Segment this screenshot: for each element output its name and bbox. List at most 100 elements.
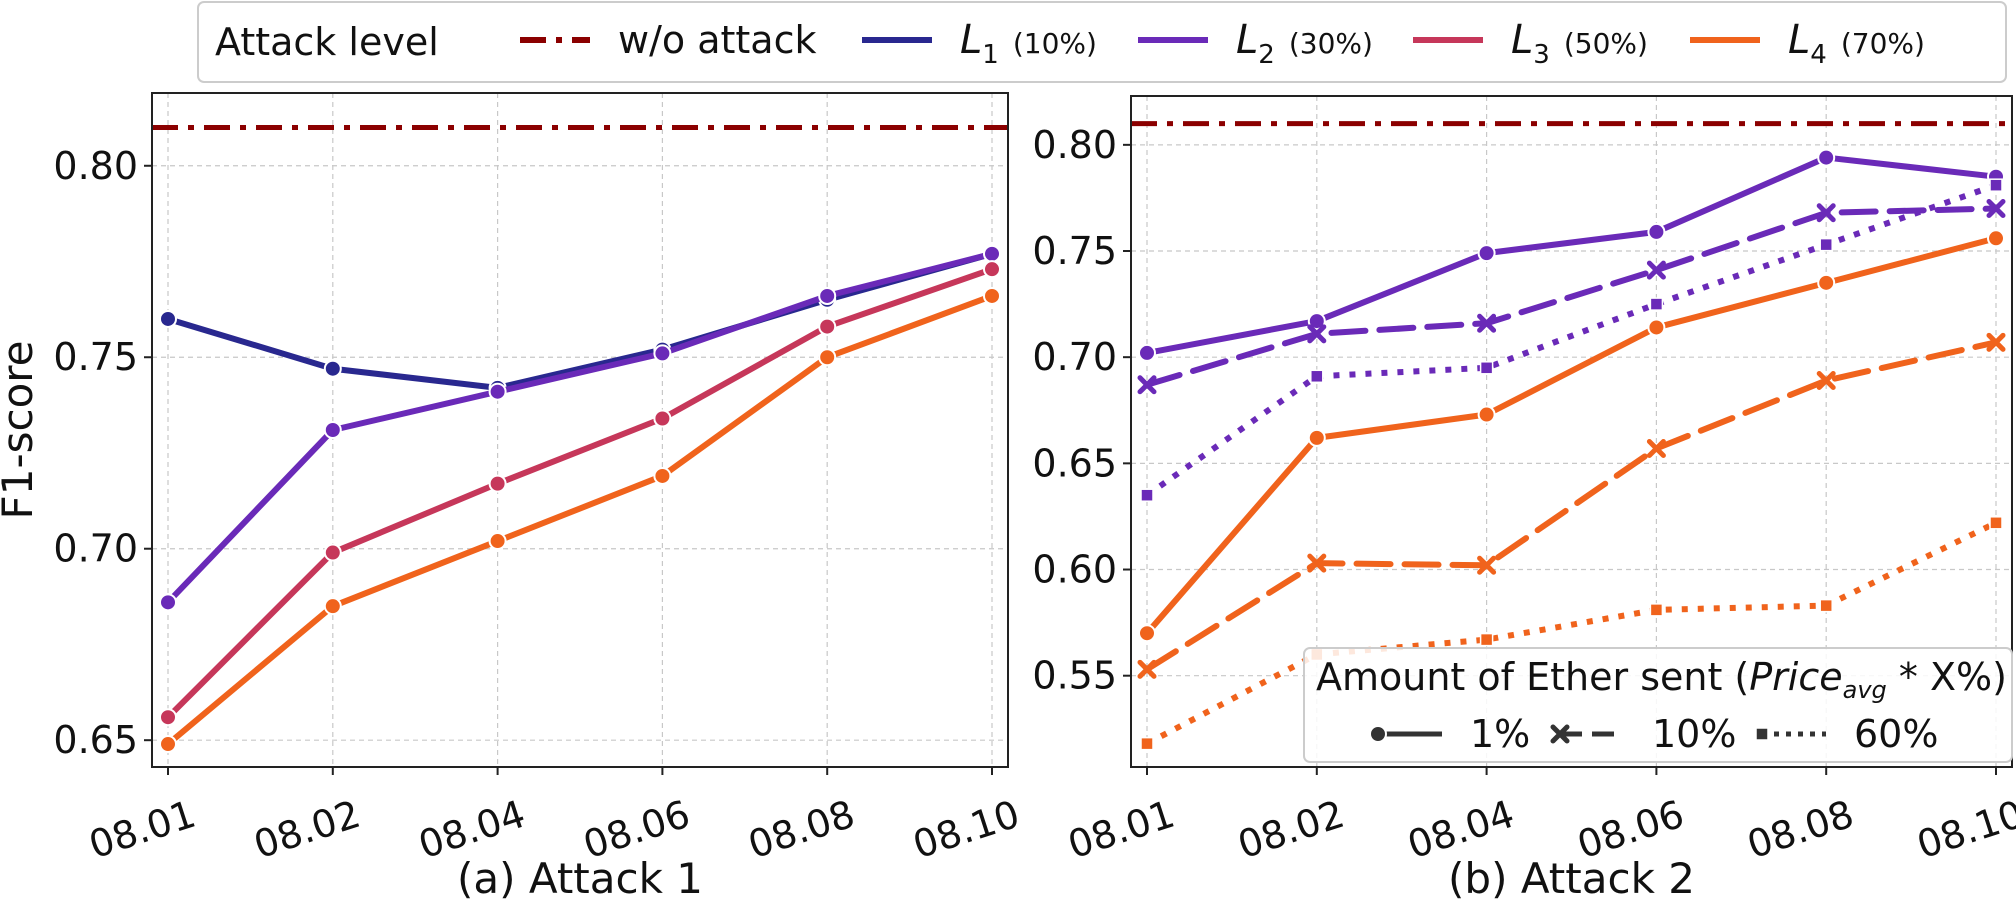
series-line	[165, 266, 995, 721]
data-point	[1138, 343, 1156, 362]
data-point	[323, 597, 342, 616]
x-tick-label: 08.02	[249, 792, 366, 867]
data-point	[159, 735, 177, 754]
data-point	[1307, 324, 1327, 344]
data-point	[488, 474, 507, 493]
y-tick-label: 0.55	[1032, 654, 1117, 698]
y-tick-label: 0.75	[53, 335, 138, 379]
data-point	[1646, 260, 1666, 280]
y-tick-label: 0.65	[53, 718, 138, 762]
x-tick-label: 08.08	[743, 792, 860, 867]
data-point	[159, 309, 177, 328]
data-point	[1137, 375, 1157, 395]
legend-label-L2: L2 (30%)	[1236, 17, 1373, 70]
x-tick-label: 08.02	[1233, 792, 1350, 867]
panel-title: (a) Attack 1	[457, 854, 703, 903]
data-point	[818, 317, 837, 336]
data-point	[1140, 736, 1154, 751]
x-tick-label: 08.08	[1742, 792, 1859, 867]
data-point	[1477, 405, 1496, 424]
data-point	[1647, 222, 1666, 241]
data-point	[488, 532, 507, 551]
data-point	[1140, 488, 1154, 502]
legend-frame	[197, 1, 2007, 83]
y-tick-label: 0.65	[1032, 441, 1117, 485]
series-line	[1144, 205, 1999, 388]
ether-legend-label: 1%	[1470, 712, 1530, 756]
data-point	[1646, 438, 1666, 458]
data-point	[1137, 659, 1157, 679]
legend-label-L4: L4 (70%)	[1788, 17, 1925, 70]
data-point	[323, 543, 342, 562]
y-axis-label: F1-score	[0, 341, 42, 520]
series-line	[1144, 339, 1999, 673]
y-tick-label: 0.70	[1032, 335, 1117, 379]
series-line	[1144, 154, 1999, 356]
legend-ether-amount: Amount of Ether sent (Priceavg * X%) 1% 1…	[1303, 647, 2013, 763]
y-tick-label: 0.80	[1032, 123, 1117, 167]
data-point	[1817, 148, 1836, 167]
series-line	[1145, 520, 1998, 747]
data-point	[1479, 632, 1494, 647]
data-point	[983, 286, 1001, 305]
data-point	[1477, 244, 1496, 263]
legend-label-baseline: w/o attack	[618, 18, 816, 62]
data-point	[1819, 237, 1833, 252]
x-tick-label: 08.01	[84, 792, 201, 867]
ether-legend-marker	[1369, 725, 1387, 743]
data-point	[1989, 178, 2003, 192]
data-point	[1989, 516, 2003, 530]
data-point	[1649, 603, 1664, 617]
data-point	[1479, 361, 1494, 375]
data-point	[1310, 369, 1324, 384]
series-line	[165, 250, 995, 391]
data-point	[1816, 203, 1836, 223]
x-tick-label: 08.01	[1063, 792, 1180, 867]
data-point	[1307, 428, 1326, 447]
series-line	[165, 250, 995, 606]
data-point	[1987, 229, 2005, 248]
y-tick-label: 0.60	[1032, 548, 1117, 592]
data-point	[818, 286, 837, 305]
data-point	[1816, 371, 1836, 391]
data-point	[1307, 553, 1327, 573]
series-line	[1145, 182, 1997, 498]
ether-legend-marker	[1755, 727, 1769, 741]
series-line	[1144, 235, 1999, 637]
data-point	[1817, 273, 1836, 292]
data-point	[983, 260, 1001, 279]
data-point	[1647, 318, 1666, 337]
legend-attack-level: Attack level w/o attack L1 (10%) L2 (30%) L3(…	[197, 1, 2007, 83]
data-point	[1138, 624, 1156, 643]
data-point	[983, 244, 1001, 263]
ether-legend-label: 10%	[1652, 712, 1736, 756]
data-point	[1307, 312, 1326, 331]
data-point	[1819, 598, 1833, 613]
data-point	[1477, 313, 1497, 333]
y-tick-label: 0.80	[53, 144, 138, 188]
data-point	[1986, 332, 2006, 352]
legend-ether-title: Amount of Ether sent (Priceavg * X%)	[1316, 655, 2007, 704]
data-point	[488, 382, 507, 401]
panel-title: (b) Attack 2	[1448, 854, 1695, 903]
x-tick-label: 08.10	[908, 792, 1025, 867]
data-point	[323, 359, 342, 378]
data-point	[1477, 555, 1497, 575]
plot-frame	[151, 92, 1009, 768]
ether-legend-label: 60%	[1854, 712, 1938, 756]
data-point	[653, 344, 672, 363]
data-point	[653, 409, 672, 428]
legend-label-L1: L1 (10%)	[960, 17, 1097, 70]
data-point	[653, 466, 672, 485]
data-point	[818, 348, 837, 367]
plot-frame	[1130, 95, 2013, 768]
legend-label-L3: L3 (50%)	[1511, 17, 1648, 70]
y-tick-label: 0.75	[1032, 229, 1117, 273]
data-point	[159, 593, 177, 612]
y-tick-label: 0.70	[53, 527, 138, 571]
data-point	[1649, 297, 1664, 311]
